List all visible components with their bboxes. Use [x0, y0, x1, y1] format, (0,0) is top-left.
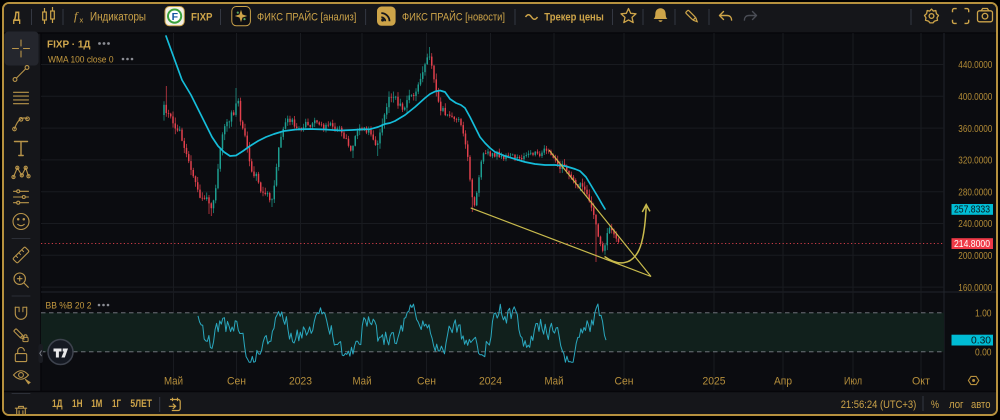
svg-text:1Д: 1Д [52, 398, 63, 410]
svg-text:440.0000: 440.0000 [958, 59, 992, 71]
svg-text:Д: Д [13, 9, 21, 24]
svg-text:2024: 2024 [479, 376, 502, 388]
svg-text:Сен: Сен [227, 376, 246, 388]
svg-text:280.0000: 280.0000 [958, 186, 992, 198]
svg-text:ФИКС ПРАЙС [новости]: ФИКС ПРАЙС [новости] [402, 10, 505, 23]
svg-text:ФИКС ПРАЙС [анализ]: ФИКС ПРАЙС [анализ] [257, 10, 356, 23]
svg-text:1Г: 1Г [112, 398, 122, 410]
svg-text:Май: Май [164, 376, 183, 388]
svg-text:Май: Май [545, 376, 564, 388]
svg-text:FIXP: FIXP [191, 11, 213, 23]
svg-text:2025: 2025 [703, 376, 726, 388]
svg-text:21:56:24 (UTC+3): 21:56:24 (UTC+3) [841, 399, 917, 411]
svg-text:FIXP · 1Д: FIXP · 1Д [47, 38, 91, 50]
svg-text:Май: Май [353, 376, 372, 388]
svg-text:Сен: Сен [615, 376, 634, 388]
svg-text:x: x [80, 16, 84, 25]
svg-text:F: F [172, 11, 179, 23]
svg-text:WMA 100 close 0: WMA 100 close 0 [48, 54, 114, 64]
svg-text:257.8333: 257.8333 [954, 204, 990, 216]
svg-text:320.0000: 320.0000 [958, 155, 992, 167]
svg-text:Апр: Апр [774, 376, 792, 388]
svg-text:f: f [74, 9, 79, 23]
svg-text:1.00: 1.00 [975, 307, 992, 319]
svg-text:0.30: 0.30 [971, 334, 991, 346]
svg-text:BB %B 20 2: BB %B 20 2 [46, 300, 92, 310]
svg-text:лог: лог [949, 399, 964, 411]
svg-text:160.0000: 160.0000 [958, 282, 992, 294]
svg-text:5ЛЕТ: 5ЛЕТ [130, 398, 152, 410]
svg-text:240.0000: 240.0000 [958, 218, 992, 230]
svg-text:1Н: 1Н [72, 398, 83, 410]
svg-text:Индикаторы: Индикаторы [90, 11, 146, 23]
svg-text:авто: авто [971, 399, 991, 411]
svg-text:400.0000: 400.0000 [958, 91, 992, 103]
svg-text:Трекер цены: Трекер цены [544, 11, 604, 23]
svg-text:Сен: Сен [417, 376, 436, 388]
svg-text:Окт: Окт [912, 376, 930, 388]
svg-text:Июл: Июл [844, 376, 862, 388]
svg-text:2023: 2023 [289, 376, 312, 388]
svg-text:360.0000: 360.0000 [958, 123, 992, 135]
svg-text:0.00: 0.00 [975, 346, 992, 358]
svg-text:1М: 1М [91, 398, 102, 410]
svg-text:214.8000: 214.8000 [954, 238, 990, 250]
svg-text:%: % [931, 399, 939, 411]
svg-text:200.0000: 200.0000 [958, 250, 992, 262]
